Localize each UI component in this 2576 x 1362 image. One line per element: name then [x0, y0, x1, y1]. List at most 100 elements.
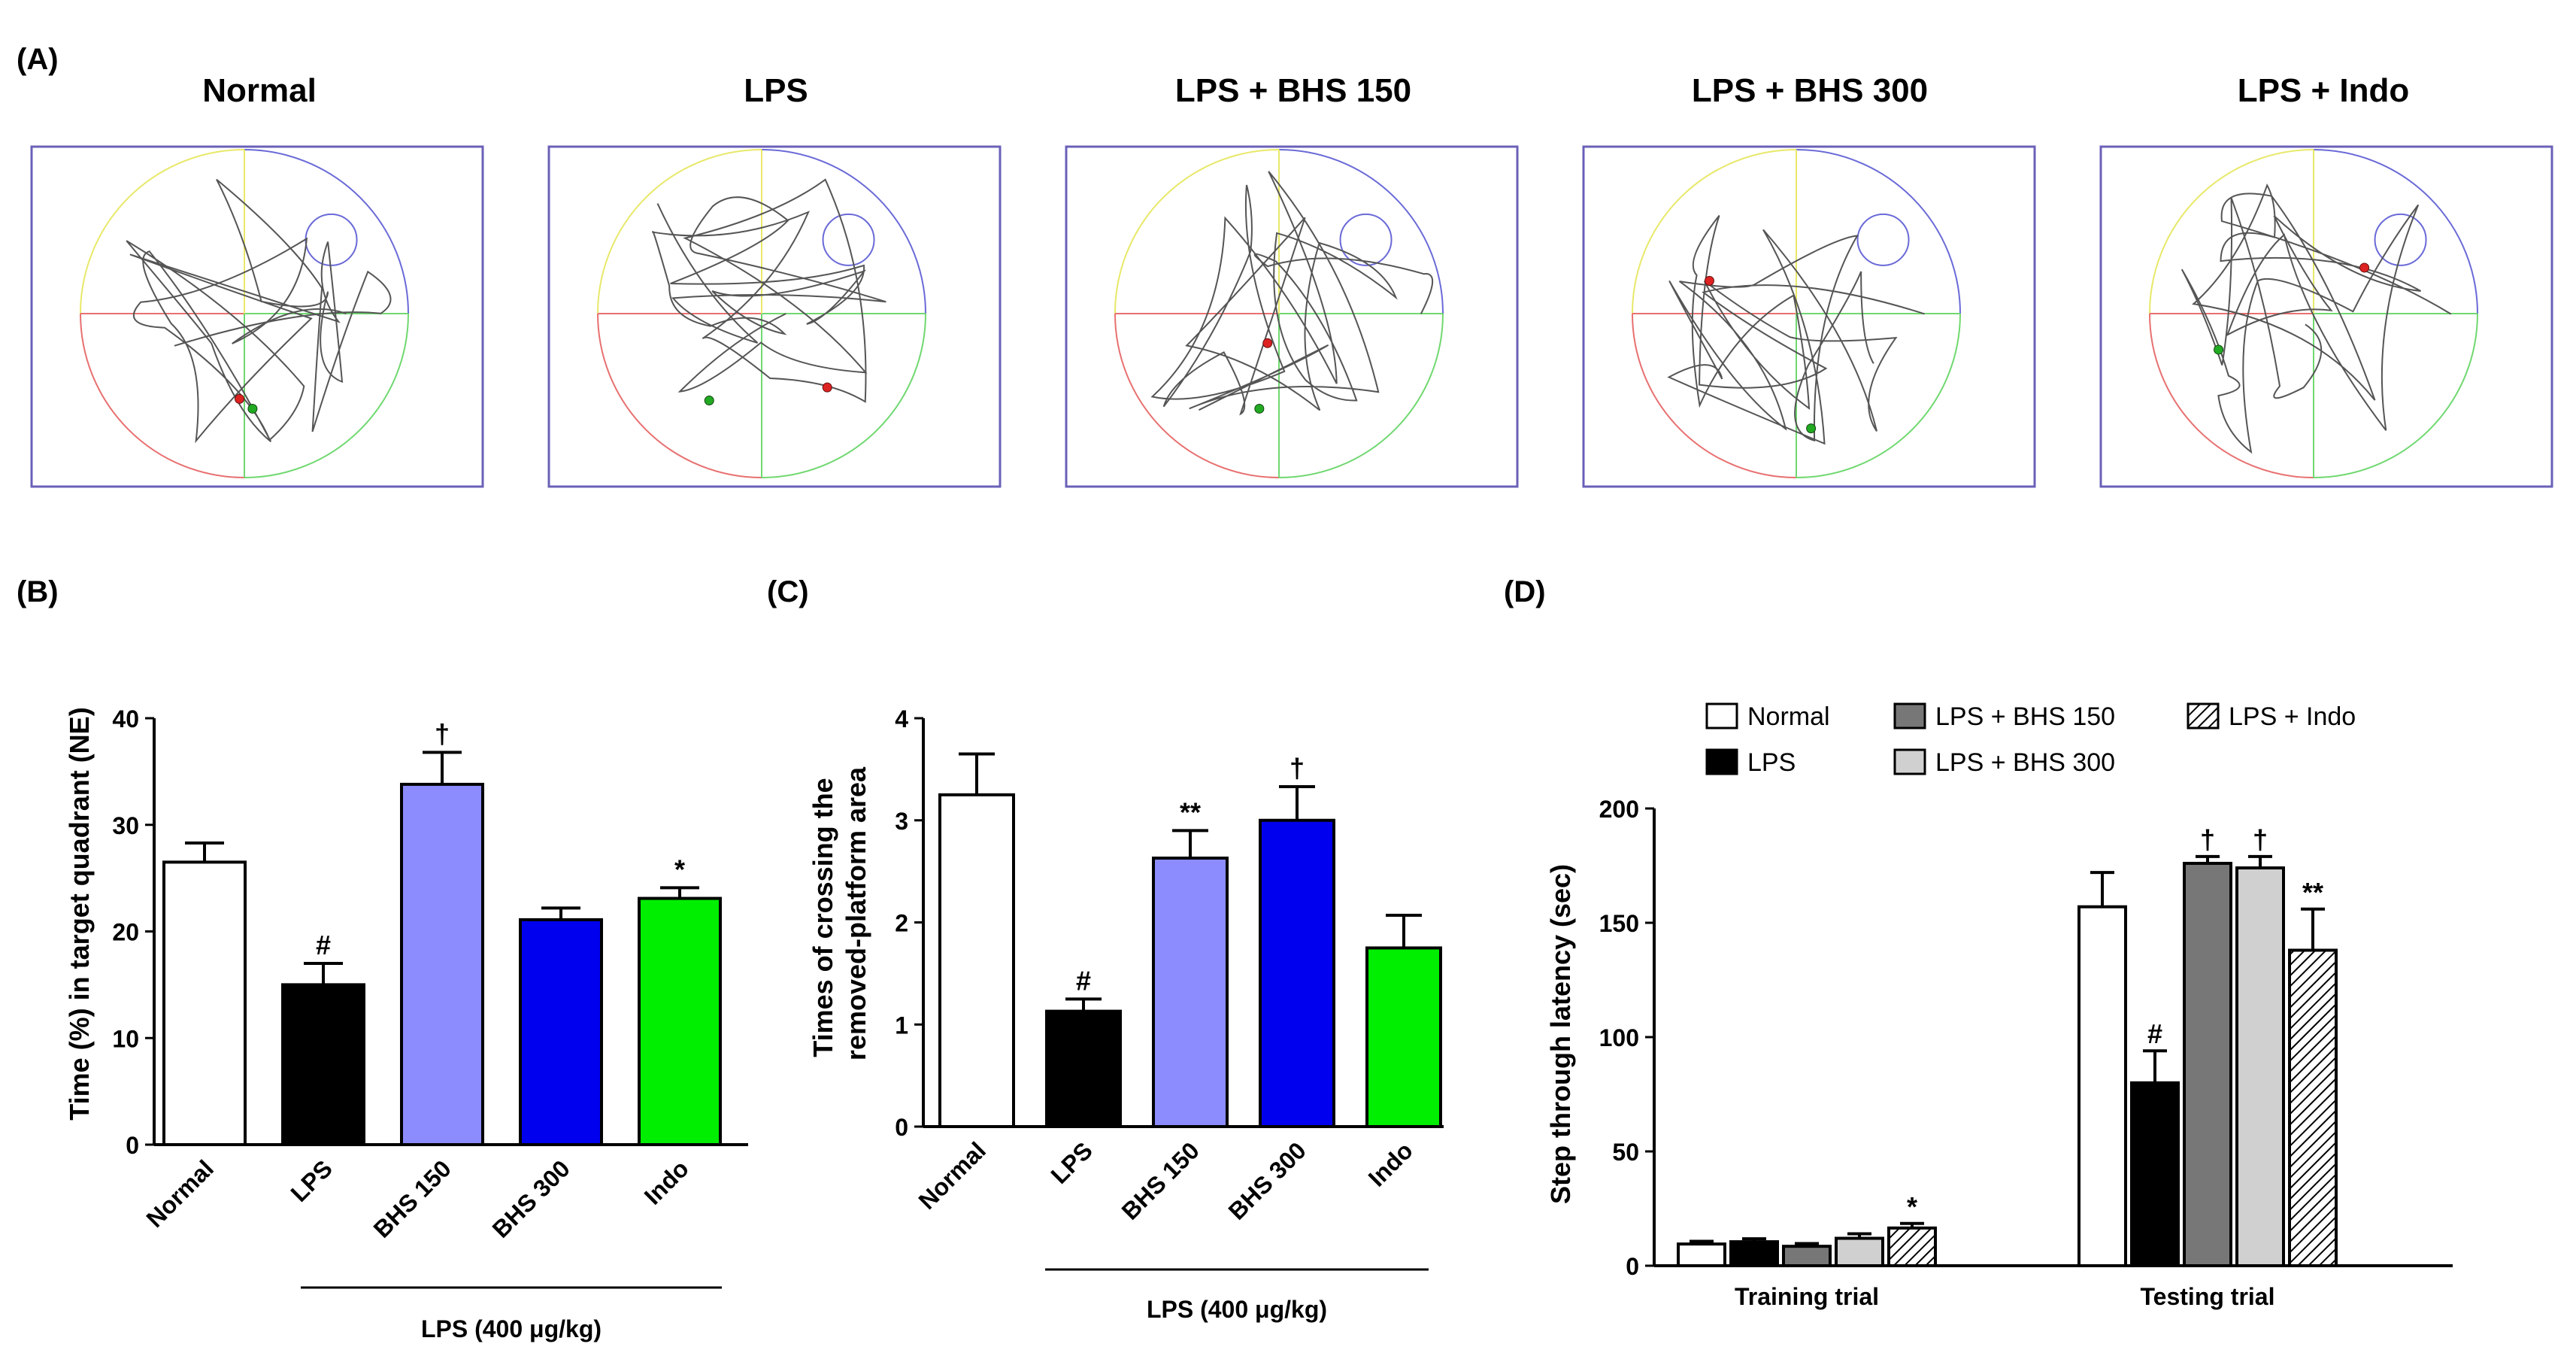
c-category-label: LPS — [1045, 1136, 1097, 1188]
c-significance: # — [1076, 965, 1091, 996]
pool-arc — [1796, 149, 1961, 314]
b-bar — [519, 918, 603, 1146]
d-y-tick-label: 0 — [1626, 1253, 1639, 1280]
c-significance: ** — [1180, 796, 1201, 827]
d-y-tick-label: 200 — [1599, 796, 1639, 823]
b-category-label: BHS 150 — [368, 1154, 456, 1242]
d-category-label: Training trial — [1735, 1283, 1879, 1310]
swim-path — [652, 178, 886, 403]
start-marker — [1254, 403, 1265, 414]
panel-d-bar-chart: Step through latency (sec) Normal LPS LPS … — [1545, 702, 2453, 1310]
start-marker — [247, 403, 258, 414]
panel-label-d: (D) — [1504, 575, 1546, 608]
d-y-tick-label: 100 — [1599, 1024, 1639, 1051]
c-significance: † — [1290, 753, 1305, 784]
d-bar — [2130, 1081, 2180, 1268]
d-significance: * — [1907, 1191, 1917, 1222]
b-bar — [162, 860, 247, 1147]
d-bar — [1677, 1242, 1726, 1267]
pool-arc — [1114, 313, 1280, 478]
panel-label-c: (C) — [767, 575, 809, 608]
c-y-axis-label: Times of crossing the removed-platform a… — [808, 766, 871, 1060]
pool-arc — [597, 149, 762, 314]
pool-arc — [597, 313, 762, 478]
swim-path — [2181, 184, 2452, 454]
end-marker — [1262, 338, 1273, 348]
end-marker — [1704, 275, 1714, 286]
pool-arc — [761, 149, 926, 314]
c-y-tick-label: 4 — [895, 705, 908, 733]
c-bar — [1045, 1009, 1122, 1129]
c-y-tick-label: 2 — [895, 910, 908, 937]
pool-arc — [761, 313, 926, 478]
b-y-axis-label: Time (%) in target quadrant (NE) — [64, 707, 95, 1120]
d-bar — [2235, 866, 2285, 1268]
d-y-tick-label: 50 — [1612, 1139, 1639, 1166]
panel-a-track-plots: Normal LPS LPS + BHS 150 LPS + BHS 300 L… — [30, 72, 2553, 488]
b-category-label: Indo — [639, 1154, 694, 1209]
c-y-tick-label: 1 — [895, 1012, 908, 1039]
track-plot — [2099, 145, 2553, 488]
platform-circle — [1856, 213, 1910, 266]
c-y-tick-label: 0 — [895, 1114, 908, 1141]
d-bar — [2183, 861, 2232, 1267]
platform-circle — [822, 213, 875, 266]
track-title-indo: LPS + Indo — [2238, 72, 2410, 109]
c-lps-label: LPS (400 μg/kg) — [1147, 1296, 1327, 1323]
track-plot — [1065, 145, 1519, 488]
panel-b-bar-chart: Time (%) in target quadrant (NE) 0 10 20 30… — [64, 705, 748, 1342]
pool-arc — [1632, 313, 1797, 478]
track-title-lps: LPS — [744, 72, 808, 109]
panel-label-b: (B) — [17, 575, 59, 608]
d-legend-label: LPS — [1747, 748, 1796, 777]
pool-arc — [2313, 313, 2478, 478]
start-marker — [1806, 423, 1817, 434]
track-frame — [1065, 145, 1519, 488]
b-y-tick-label: 30 — [112, 812, 139, 839]
d-legend-swatch — [1893, 748, 1926, 775]
track-plot — [1582, 145, 2036, 488]
c-category-label: Indo — [1363, 1136, 1418, 1191]
track-frame — [547, 145, 1002, 488]
c-y-tick-label: 3 — [895, 808, 908, 835]
d-legend-label: Normal — [1747, 702, 1830, 731]
pool-arc — [1278, 313, 1444, 478]
pool-arc — [2149, 313, 2314, 478]
d-significance: # — [2147, 1018, 2162, 1049]
b-significance: # — [316, 930, 331, 960]
d-category-label: Testing trial — [2141, 1283, 2275, 1310]
end-marker — [2359, 262, 2370, 273]
pool-arc — [80, 313, 245, 478]
d-bar — [1729, 1240, 1779, 1267]
b-category-label: LPS — [285, 1154, 337, 1206]
c-category-label: Normal — [914, 1136, 991, 1214]
c-bar — [1259, 818, 1335, 1128]
b-bar — [281, 983, 365, 1146]
d-significance: † — [2200, 824, 2215, 855]
swim-path — [126, 178, 392, 444]
pool-arc — [244, 313, 409, 478]
panel-label-a: (A) — [17, 43, 59, 76]
d-bar — [1887, 1226, 1937, 1267]
d-legend-swatch — [1893, 702, 1926, 730]
d-y-tick-label: 150 — [1599, 910, 1639, 937]
pool-arc — [2313, 149, 2478, 314]
track-title-bhs150: LPS + BHS 150 — [1175, 72, 1411, 109]
b-y-tick-label: 40 — [112, 705, 139, 733]
panel-c-bar-chart: Times of crossing the removed-platform a… — [808, 705, 1444, 1323]
b-lps-label: LPS (400 μg/kg) — [421, 1315, 602, 1342]
d-significance: ** — [2302, 877, 2323, 908]
track-title-normal: Normal — [202, 72, 317, 109]
b-bar — [400, 782, 484, 1146]
d-y-axis-label: Step through latency (sec) — [1545, 864, 1576, 1204]
d-legend-label: LPS + BHS 150 — [1935, 702, 2115, 731]
swim-path — [1667, 214, 1925, 445]
pool-arc — [80, 149, 245, 314]
d-significance: † — [2253, 824, 2268, 855]
d-bar — [2288, 948, 2338, 1267]
pool-arc — [2149, 149, 2314, 314]
d-bar — [2077, 905, 2127, 1267]
track-title-bhs300: LPS + BHS 300 — [1692, 72, 1928, 109]
c-category-label: BHS 150 — [1117, 1136, 1205, 1224]
